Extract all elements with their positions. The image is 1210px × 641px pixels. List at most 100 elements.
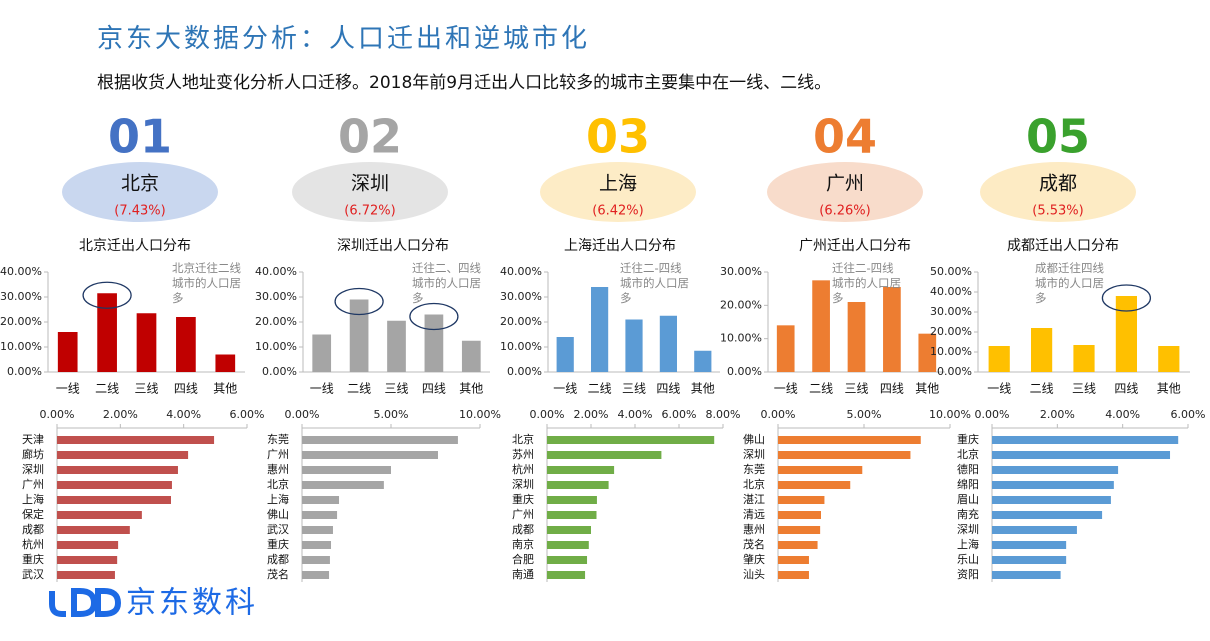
x-tick-label: 四线 <box>174 382 198 396</box>
x-tick-label: 0.00% <box>530 408 565 421</box>
bar <box>57 481 172 489</box>
bar <box>302 466 391 474</box>
annotation-box: 迁往二、四线城市的人口居多 <box>412 261 481 305</box>
annotation: 成都迁往四线城市的人口居多 <box>1035 261 1104 305</box>
y-tick-label: 广州 <box>267 448 289 461</box>
x-tick-label: 0.00% <box>285 408 320 421</box>
y-tick-label: 30.00% <box>0 290 42 303</box>
bar <box>176 317 196 372</box>
bar <box>547 511 597 519</box>
chart-title: 北京迁出人口分布 <box>79 238 191 254</box>
x-tick-label: 10.00% <box>929 408 971 421</box>
x-tick-label: 2.00% <box>103 408 138 421</box>
bar <box>387 320 406 372</box>
bar <box>302 496 340 504</box>
bar <box>424 314 444 372</box>
bar <box>694 350 712 372</box>
y-tick-label: 10.00% <box>500 340 542 353</box>
bar <box>302 481 384 489</box>
x-tick-label: 四线 <box>656 382 680 396</box>
x-tick-label: 一线 <box>56 382 80 396</box>
bar <box>556 337 574 372</box>
y-tick-label: 重庆 <box>957 432 979 446</box>
x-tick-label: 0.00% <box>761 408 796 421</box>
bar <box>776 325 795 372</box>
y-tick-label: 10.00% <box>720 332 762 345</box>
y-tick-label: 0.00% <box>262 365 297 378</box>
x-tick-label: 二线 <box>588 382 612 396</box>
annotation: 迁往二-四线城市的人口居多 <box>832 261 901 305</box>
bar <box>302 556 330 564</box>
x-tick-label: 6.00% <box>662 408 697 421</box>
highlight-circle <box>409 302 459 331</box>
bar <box>1031 328 1053 372</box>
bar <box>778 481 851 489</box>
bar <box>812 280 830 372</box>
highlight-circle <box>334 287 384 316</box>
y-tick-label: 20.00% <box>0 315 42 328</box>
city-share: (6.42%) <box>592 204 643 219</box>
bar <box>1158 346 1180 372</box>
bar <box>57 436 215 444</box>
bar <box>625 319 643 372</box>
y-tick-label: 20.00% <box>720 298 762 311</box>
y-tick-label: 惠州 <box>267 462 289 476</box>
bar <box>778 451 911 459</box>
bar <box>992 571 1061 579</box>
y-tick-label: 10.00% <box>930 345 972 358</box>
y-tick-label: 天津 <box>22 433 44 446</box>
y-tick-label: 北京 <box>267 477 289 491</box>
bar <box>57 466 178 474</box>
city-name: 北京 <box>121 173 159 195</box>
y-tick-label: 成都 <box>22 523 44 536</box>
bar <box>302 451 438 459</box>
annotation-box: 迁往二-四线城市的人口居多 <box>832 261 901 305</box>
bar <box>992 556 1067 564</box>
bar <box>883 287 901 372</box>
bar <box>591 287 609 372</box>
city-share: (6.72%) <box>344 204 395 219</box>
y-tick-label: 眉山 <box>957 493 979 506</box>
y-tick-label: 重庆 <box>267 537 289 551</box>
y-tick-label: 深圳 <box>957 523 979 536</box>
y-tick-label: 深圳 <box>743 448 765 461</box>
y-tick-label: 资阳 <box>957 568 979 581</box>
annotation-box: 迁往二-四线城市的人口居多 <box>620 261 689 305</box>
x-tick-label: 5.00% <box>847 408 882 421</box>
y-tick-label: 东莞 <box>743 463 765 476</box>
bar <box>547 451 662 459</box>
x-tick-label: 一线 <box>553 382 577 396</box>
y-tick-label: 20.00% <box>930 325 972 338</box>
city-bubble <box>292 162 448 222</box>
x-tick-label: 四线 <box>1114 382 1138 396</box>
y-tick-label: 上海 <box>957 537 979 551</box>
annotation: 北京迁往二线城市的人口居多 <box>172 261 241 305</box>
bar <box>778 466 863 474</box>
chart-title: 上海迁出人口分布 <box>564 238 676 254</box>
bar <box>57 571 115 579</box>
y-tick-label: 南通 <box>512 568 534 581</box>
y-tick-label: 0.00% <box>727 365 762 378</box>
y-tick-label: 惠州 <box>743 522 765 536</box>
bar <box>992 481 1114 489</box>
bar <box>312 334 332 372</box>
y-tick-label: 合肥 <box>512 552 534 566</box>
city-number: 05 <box>1026 110 1090 164</box>
x-tick-label: 三线 <box>134 382 158 396</box>
bar <box>992 436 1179 444</box>
city-bubble <box>980 162 1136 222</box>
bar <box>1073 345 1095 372</box>
y-tick-label: 杭州 <box>512 462 534 476</box>
y-tick-label: 湛江 <box>743 493 765 506</box>
y-tick-label: 武汉 <box>267 523 289 536</box>
x-tick-label: 0.00% <box>40 408 75 421</box>
logo-text: 京东数科 <box>126 586 258 621</box>
bar <box>778 556 809 564</box>
bar <box>988 346 1010 372</box>
y-tick-label: 30.00% <box>255 290 297 303</box>
y-tick-label: 肇庆 <box>743 552 765 566</box>
bar <box>547 496 597 504</box>
bar <box>547 556 588 564</box>
y-tick-label: 茂名 <box>267 567 289 581</box>
highlight-circle <box>1101 284 1152 312</box>
